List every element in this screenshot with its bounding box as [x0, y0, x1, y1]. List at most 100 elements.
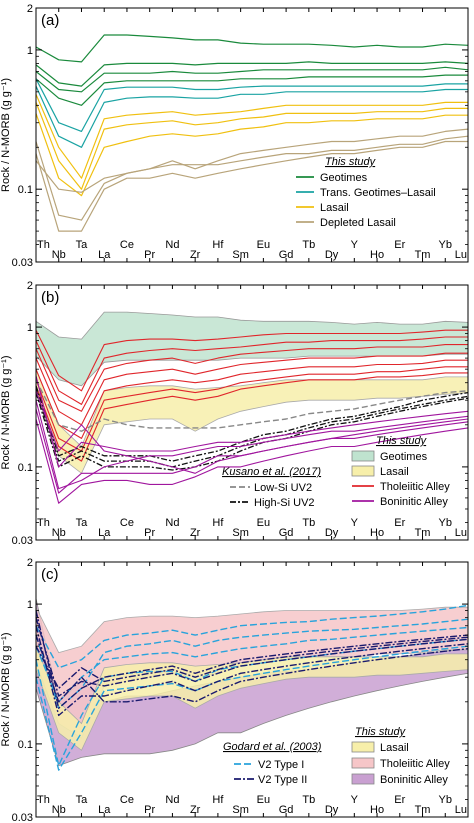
- x-tick-label: Ta: [76, 794, 89, 806]
- series-line-v2-type-i: [35, 645, 469, 771]
- legend-entry: Lasail: [380, 466, 409, 478]
- y-tick-label: 1: [27, 599, 33, 611]
- plot-frame: [35, 284, 469, 541]
- series-line-boninitic-alley: [35, 400, 469, 490]
- x-tick-label: Eu: [257, 239, 270, 251]
- legend-swatch: [351, 465, 375, 477]
- y-axis-label: Rock / N-MORB (g g⁻¹): [0, 633, 12, 747]
- y-tick-label: 0.1: [18, 184, 33, 196]
- series-line-v2-type-ii: [35, 636, 469, 689]
- x-tick-label: Zr: [190, 804, 201, 816]
- x-tick-label: Y: [351, 517, 359, 529]
- series-line-low-si-uv2: [35, 379, 469, 432]
- x-tick-label: La: [98, 249, 111, 261]
- panel-label: (b): [41, 289, 59, 306]
- x-tick-label: Dy: [325, 249, 339, 261]
- x-tick-label: Ho: [370, 249, 384, 261]
- legend-entry: Tholeiitic Alley: [380, 481, 450, 493]
- legend-ref-title: Kusano et al. (2017): [222, 466, 321, 478]
- series-line-depleted-lasail: [35, 135, 469, 193]
- legend-entry: Trans. Geotimes–Lasail: [320, 187, 436, 199]
- legend-swatch: [351, 757, 375, 769]
- series-line-tholeiitic-alley: [35, 366, 468, 452]
- x-tick-label: Hf: [212, 239, 224, 251]
- x-tick-label: Pr: [144, 804, 155, 816]
- series-line-tholeiitic-alley: [35, 359, 468, 439]
- x-tick-label: Ce: [120, 517, 134, 529]
- x-tick-label: Zr: [190, 249, 201, 261]
- x-tick-label: Tm: [415, 249, 431, 261]
- legend-entry: Tholeiitic Alley: [380, 758, 450, 770]
- legend-entry: Boninitic Alley: [380, 496, 448, 508]
- series-line-tholeiitic-alley: [35, 372, 468, 462]
- x-tick-label: Dy: [325, 527, 339, 539]
- x-tick-label: Th: [37, 239, 50, 251]
- y-tick-label: 0.1: [18, 739, 33, 751]
- x-tick-label: Tb: [302, 517, 315, 529]
- panel-label: (c): [41, 566, 59, 583]
- x-tick-label: Tm: [415, 804, 431, 816]
- y-axis-label: Rock / N-MORB (g g⁻¹): [0, 78, 12, 192]
- legend-swatch: [351, 773, 375, 785]
- legend-title: This study: [355, 726, 407, 738]
- y-tick-label: 0.03: [12, 535, 33, 547]
- series-line-tholeiitic-alley: [35, 336, 468, 405]
- legend-entry: High-Si UV2: [254, 497, 315, 509]
- series-line-tholeiitic-alley: [35, 344, 468, 412]
- x-tick-label: Yb: [439, 239, 452, 251]
- series-line-tholeiitic-alley: [35, 329, 468, 392]
- x-tick-label: Lu: [455, 804, 467, 816]
- x-tick-label: Nd: [165, 517, 179, 529]
- x-tick-label: Tb: [302, 794, 315, 806]
- x-tick-label: Nd: [165, 794, 179, 806]
- x-tick-label: Hf: [212, 517, 224, 529]
- x-tick-label: Nd: [165, 239, 179, 251]
- x-tick-label: Gd: [279, 804, 294, 816]
- legend-entry: Boninitic Alley: [380, 774, 448, 786]
- series-line-geotimes: [35, 61, 469, 87]
- series-line-boninitic-alley: [35, 375, 469, 468]
- x-tick-label: Nb: [52, 804, 66, 816]
- x-tick-label: Sm: [232, 249, 249, 261]
- legend-entry: Lasail: [380, 742, 409, 754]
- series-line-geotimes: [35, 34, 469, 63]
- series-line-boninitic-alley: [35, 390, 469, 474]
- legend-title: This study: [325, 156, 377, 168]
- x-tick-label: Hf: [212, 794, 224, 806]
- series-line-lasail: [35, 113, 468, 197]
- x-tick-label: Tb: [302, 239, 315, 251]
- x-tick-label: Zr: [190, 527, 201, 539]
- series-line-v2-type-ii: [35, 625, 469, 717]
- series-line-v2-type-ii: [35, 634, 469, 703]
- x-tick-label: Ce: [120, 794, 134, 806]
- series-line-trans-geotimes-lasail: [35, 78, 468, 132]
- x-tick-label: Gd: [279, 527, 294, 539]
- y-tick-label: 0.03: [12, 812, 33, 823]
- x-tick-label: Er: [394, 239, 405, 251]
- series-line-lasail: [35, 94, 468, 179]
- x-tick-label: Sm: [232, 804, 249, 816]
- x-tick-label: Ta: [76, 239, 89, 251]
- x-tick-label: Ho: [370, 804, 384, 816]
- x-tick-label: Lu: [455, 527, 467, 539]
- x-tick-label: Y: [351, 239, 359, 251]
- y-tick-label: 0.1: [18, 462, 33, 474]
- x-tick-label: Th: [37, 517, 50, 529]
- y-tick-label: 0.03: [12, 257, 33, 269]
- legend-swatch: [351, 450, 375, 462]
- x-tick-label: Eu: [257, 794, 270, 806]
- series-line-high-si-uv2: [35, 385, 469, 462]
- x-tick-label: Lu: [455, 249, 467, 261]
- legend-entry: Depleted Lasail: [320, 217, 396, 229]
- series-line-boninitic-alley: [35, 418, 469, 504]
- series-line-high-si-uv2: [35, 388, 469, 468]
- x-tick-label: Yb: [439, 794, 452, 806]
- x-tick-label: Er: [394, 517, 405, 529]
- series-line-depleted-lasail: [35, 128, 469, 221]
- x-tick-label: Nb: [52, 527, 66, 539]
- plot-frame: [35, 561, 469, 818]
- legend-entry: Geotimes: [320, 172, 368, 184]
